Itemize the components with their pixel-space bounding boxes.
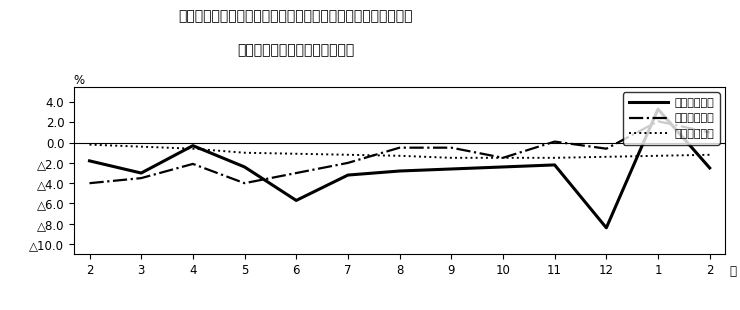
Text: %: % — [73, 74, 84, 87]
現金給与総額 — [551, 163, 559, 167]
現金給与総額 — [395, 169, 404, 173]
現金給与総額 — [602, 226, 610, 230]
総実労働時間 — [292, 171, 300, 175]
Line: 現金給与総額: 現金給与総額 — [90, 109, 710, 228]
現金給与総額 — [705, 166, 714, 170]
常用雇用指数 — [602, 155, 610, 159]
総実労働時間 — [85, 181, 94, 185]
現金給与総額 — [447, 167, 456, 171]
Text: 月: 月 — [730, 265, 736, 278]
常用雇用指数 — [343, 153, 352, 157]
現金給与総額 — [653, 107, 662, 111]
総実労働時間 — [499, 156, 508, 160]
現金給与総額 — [189, 144, 198, 148]
総実労働時間 — [343, 161, 352, 165]
Line: 総実労働時間: 総実労働時間 — [90, 121, 710, 183]
常用雇用指数 — [551, 156, 559, 160]
総実労働時間 — [653, 119, 662, 123]
現金給与総額 — [343, 173, 352, 177]
総実労働時間 — [551, 140, 559, 144]
総実労働時間 — [240, 181, 249, 185]
常用雇用指数 — [653, 154, 662, 158]
常用雇用指数 — [189, 147, 198, 151]
現金給与総額 — [292, 199, 300, 202]
Text: 第４図　賃金、労働時間、常用雇用指数　対前年同月比の推移: 第４図 賃金、労働時間、常用雇用指数 対前年同月比の推移 — [179, 9, 413, 23]
現金給与総額 — [499, 165, 508, 169]
現金給与総額 — [85, 159, 94, 163]
総実労働時間 — [395, 146, 404, 149]
常用雇用指数 — [137, 145, 146, 148]
Text: （規模５人以上　調査産業計）: （規模５人以上 調査産業計） — [238, 43, 354, 57]
現金給与総額 — [137, 171, 146, 175]
総実労働時間 — [137, 176, 146, 180]
総実労働時間 — [705, 131, 714, 134]
Line: 常用雇用指数: 常用雇用指数 — [90, 145, 710, 158]
常用雇用指数 — [447, 156, 456, 160]
常用雇用指数 — [292, 152, 300, 156]
総実労働時間 — [189, 162, 198, 166]
常用雇用指数 — [395, 154, 404, 158]
常用雇用指数 — [240, 151, 249, 155]
総実労働時間 — [447, 146, 456, 149]
常用雇用指数 — [85, 143, 94, 147]
常用雇用指数 — [705, 153, 714, 157]
常用雇用指数 — [499, 156, 508, 160]
Legend: 現金給与総額, 総実労働時間, 常用雇用指数: 現金給与総額, 総実労働時間, 常用雇用指数 — [623, 92, 719, 144]
総実労働時間 — [602, 147, 610, 151]
現金給与総額 — [240, 165, 249, 169]
